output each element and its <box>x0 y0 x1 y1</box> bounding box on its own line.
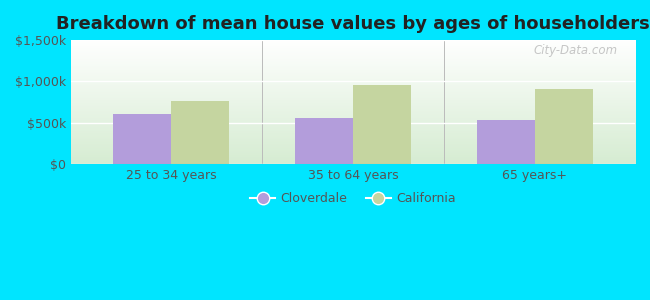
Bar <box>171 101 229 164</box>
Bar <box>476 119 535 164</box>
Bar <box>353 85 411 164</box>
Text: City-Data.com: City-Data.com <box>534 44 618 57</box>
Legend: Cloverdale, California: Cloverdale, California <box>245 187 461 210</box>
Bar <box>113 114 171 164</box>
Title: Breakdown of mean house values by ages of householders: Breakdown of mean house values by ages o… <box>56 15 650 33</box>
Bar <box>294 118 353 164</box>
Bar <box>535 89 593 164</box>
